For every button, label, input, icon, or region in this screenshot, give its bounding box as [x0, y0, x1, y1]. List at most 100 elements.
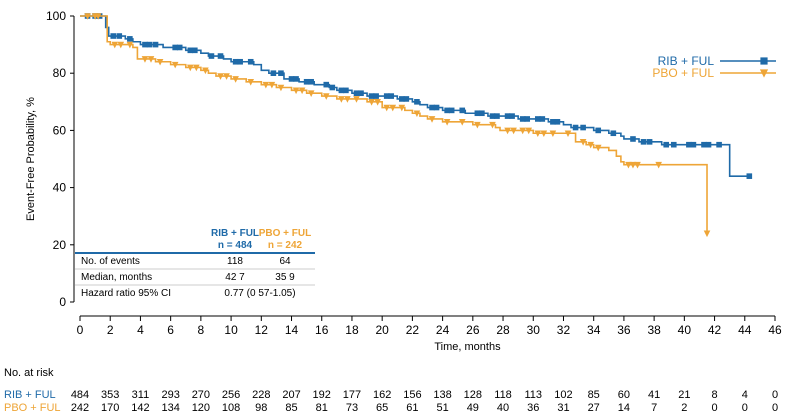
- inset-row-value: 35 9: [275, 272, 295, 283]
- censor-mark-rib: [358, 90, 364, 97]
- at-risk-count-pbo: 7: [651, 402, 657, 414]
- censor-mark-rib: [293, 76, 299, 82]
- x-tick-label: 6: [167, 323, 174, 337]
- censor-mark-rib: [308, 78, 314, 85]
- at-risk-count-rib: 0: [772, 389, 778, 401]
- inset-row-label: Median, months: [81, 272, 152, 283]
- x-tick-label: 32: [557, 323, 571, 337]
- censor-mark-rib: [353, 90, 360, 97]
- censor-mark-rib: [716, 141, 722, 148]
- censor-mark-pbo: [634, 161, 641, 169]
- censor-mark-pbo: [534, 130, 542, 138]
- censor-mark-rib: [509, 113, 515, 119]
- at-risk-count-rib: 256: [222, 389, 240, 401]
- at-risk-count-pbo: 0: [712, 402, 718, 414]
- censor-mark-rib: [127, 36, 133, 42]
- censor-mark-rib: [288, 76, 295, 82]
- censor-mark-rib: [705, 141, 712, 148]
- censor-mark-rib: [237, 58, 243, 65]
- censor-mark-pbo: [549, 130, 557, 138]
- at-risk-count-pbo: 73: [346, 402, 358, 414]
- censor-mark-rib: [172, 44, 178, 51]
- at-risk-count-pbo: 51: [436, 402, 448, 414]
- censor-mark-pbo: [147, 56, 155, 63]
- censor-mark-pbo: [525, 127, 533, 135]
- at-risk-count-pbo: 134: [161, 402, 179, 414]
- censor-mark-pbo: [655, 161, 662, 169]
- censor-mark-rib: [519, 116, 526, 122]
- censor-mark-pbo: [389, 104, 397, 112]
- censor-mark-rib: [433, 104, 440, 111]
- censor-mark-pbo: [504, 127, 511, 135]
- censor-mark-rib: [176, 44, 183, 51]
- censor-mark-rib: [686, 141, 692, 148]
- x-tick-label: 12: [255, 323, 269, 337]
- censor-mark-rib: [444, 107, 450, 114]
- at-risk-count-rib: 311: [132, 389, 150, 401]
- inset-row-value: 118: [227, 256, 243, 267]
- censor-mark-pbo: [344, 96, 351, 103]
- at-risk-label-rib: RIB + FUL: [4, 389, 56, 401]
- at-risk-count-rib: 293: [161, 389, 179, 401]
- censor-mark-rib: [550, 119, 556, 125]
- at-risk-count-rib: 228: [252, 389, 270, 401]
- censor-mark-rib: [338, 87, 345, 94]
- censor-mark-pbo: [594, 144, 602, 152]
- censor-mark-pbo: [564, 130, 572, 138]
- censor-mark-rib: [670, 141, 677, 148]
- censor-mark-rib: [247, 58, 254, 65]
- censor-mark-rib: [580, 124, 586, 131]
- censor-mark-rib: [663, 141, 670, 148]
- censor-mark-rib: [110, 33, 117, 39]
- x-axis-label: Time, months: [434, 341, 501, 353]
- censor-mark-pbo: [625, 161, 632, 169]
- at-risk-count-rib: 8: [712, 389, 718, 401]
- legend-marker-pbo: [759, 69, 769, 78]
- censor-mark-pbo: [247, 78, 255, 86]
- censor-mark-pbo: [141, 56, 149, 63]
- legend-label-rib: RIB + FUL: [658, 54, 715, 68]
- censor-mark-rib: [539, 116, 546, 122]
- x-tick-label: 26: [466, 323, 480, 337]
- censor-mark-rib: [368, 93, 375, 99]
- x-tick-label: 28: [496, 323, 510, 337]
- at-risk-count-rib: 138: [433, 389, 451, 401]
- censor-mark-pbo: [443, 119, 451, 126]
- at-risk-count-rib: 85: [588, 389, 600, 401]
- at-risk-count-pbo: 2: [681, 402, 687, 414]
- legend-marker-rib: [760, 57, 768, 65]
- at-risk-count-rib: 177: [343, 389, 361, 401]
- censor-mark-pbo: [268, 81, 276, 89]
- censor-mark-rib: [383, 93, 390, 99]
- censor-mark-rib: [646, 139, 653, 145]
- censor-mark-pbo: [117, 41, 125, 49]
- censor-mark-pbo: [202, 67, 209, 75]
- censor-mark-pbo: [474, 121, 481, 129]
- censor-mark-pbo: [193, 64, 200, 72]
- at-risk-count-pbo: 85: [285, 402, 297, 414]
- x-tick-label: 42: [708, 323, 722, 337]
- x-ticks: 0 2 4 6 8 10 12 14 16 18 20 22 24 26 28 30 32 34 36 38 40 42 4…: [77, 316, 782, 337]
- censor-mark-pbo: [156, 58, 164, 66]
- y-ticks: 0 20 40 60 80 100: [46, 9, 74, 309]
- y-tick-label: 60: [53, 123, 67, 137]
- censor-mark-pbo: [629, 161, 637, 169]
- censor-mark-rib: [278, 70, 284, 76]
- censor-mark-rib: [494, 113, 500, 119]
- at-risk-count-pbo: 14: [618, 402, 630, 414]
- censor-mark-rib: [448, 107, 455, 114]
- x-tick-label: 10: [224, 323, 238, 337]
- censor-mark-rib: [232, 58, 239, 65]
- at-risk-count-pbo: 0: [772, 402, 778, 414]
- x-tick-label: 46: [768, 323, 782, 337]
- censor-mark-pbo: [126, 41, 134, 49]
- censor-mark-rib: [554, 119, 561, 125]
- censor-mark-pbo: [413, 110, 421, 118]
- x-tick-label: 18: [345, 323, 359, 337]
- km-line-rib: [80, 15, 750, 177]
- x-tick-label: 40: [678, 323, 692, 337]
- censor-mark-pbo: [338, 96, 345, 103]
- censor-mark-rib: [640, 139, 647, 145]
